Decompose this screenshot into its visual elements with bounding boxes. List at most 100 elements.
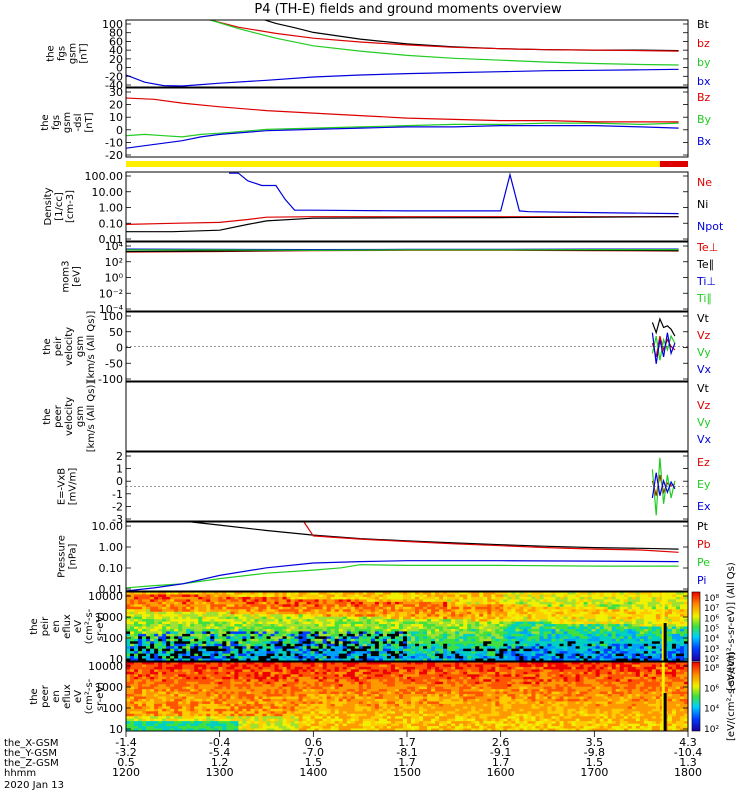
y-axis-label-line: peer <box>40 684 51 708</box>
colorbar-tick-label: 10⁸ <box>704 594 719 604</box>
series-pt-line <box>191 522 679 550</box>
y-tick-label: -20 <box>105 70 123 83</box>
y-tick-label: 10⁴ <box>105 240 124 253</box>
x-tick-label: 1.5 <box>586 756 604 769</box>
y-tick-label: 10.00 <box>92 186 124 199</box>
series-npot-line <box>229 172 679 215</box>
y-tick-label: 10 <box>109 111 123 124</box>
legend-ex: Ex <box>697 500 711 513</box>
y-tick-label: 100 <box>102 310 123 323</box>
x-tick-label: 0.5 <box>117 756 135 769</box>
x-row-label: hhmm <box>4 768 36 779</box>
y-tick-label: 0.01 <box>99 233 124 246</box>
series-ni-line <box>126 216 679 233</box>
y-tick-label: 1000 <box>95 611 123 624</box>
y-axis-label-line: (cm²-s- <box>84 608 95 644</box>
series-by-line <box>210 20 679 66</box>
x-tick-label: -7.0 <box>303 746 324 759</box>
y-axis-label-line: eV <box>73 620 84 633</box>
x-tick-label: 1500 <box>393 766 421 779</box>
x-tick-label: -1.4 <box>115 736 136 749</box>
legend-by: by <box>697 56 711 69</box>
y-axis-label-line: gsm <box>68 43 79 64</box>
y-axis-label-line: [km/s (All Qs)] <box>86 381 97 453</box>
y-axis-label-line: [eV] <box>72 266 83 287</box>
y-tick-label: 100.00 <box>85 170 124 183</box>
fill-gap-marker <box>663 623 667 661</box>
y-axis-label-line: Density <box>43 187 54 225</box>
x-tick-label: -8.1 <box>396 746 417 759</box>
y-tick-label: 20 <box>109 53 123 66</box>
x-tick-label: 1.3 <box>679 756 697 769</box>
colorbar-label: [eV/(cm²-s-sr-eV)] <box>726 652 737 741</box>
y-axis-label-line: the <box>29 618 40 634</box>
y-tick-label: 100 <box>102 18 123 31</box>
legend-vy: Vy <box>697 346 711 359</box>
panel-frame <box>125 171 689 242</box>
y-tick-label: -2 <box>112 500 123 513</box>
y-axis-label-line: -dsl <box>73 114 84 132</box>
x-tick-label: 4.3 <box>679 736 697 749</box>
y-axis-label-line: peir <box>53 336 64 356</box>
y-tick-label: 2 <box>116 450 123 463</box>
spectrogram-10 <box>126 662 688 731</box>
series-ey-line <box>651 457 676 516</box>
series-bz-line <box>207 20 679 52</box>
panel-frame <box>125 521 689 592</box>
legend-vx: Vx <box>697 433 712 446</box>
y-axis-label-line: velocity <box>64 327 75 366</box>
y-tick-label: 0 <box>116 342 123 355</box>
series-ex-line <box>651 472 676 499</box>
y-axis-label-line: the <box>40 114 51 130</box>
x-tick-label: 2.6 <box>492 736 510 749</box>
mode-bar-yellow <box>126 161 660 167</box>
y-axis-label-line: peer <box>53 404 64 428</box>
x-tick-label: -10.4 <box>674 746 702 759</box>
panel-10: 10⁸ 10⁶ 10⁴ 10² [eV/(cm²-s-sr-eV)] 10000 1000 1… <box>29 652 737 741</box>
series-pe-line <box>126 564 679 589</box>
panel-5: 100 50 0 -50 -100 the peir velocity gsm [km/s (Al… <box>42 310 712 386</box>
data-gap-stripe <box>661 662 665 731</box>
panel-7: 210-1-2-3 E=-VxB [mV/m] Ez Ey Ex <box>57 450 711 526</box>
panel-frame <box>125 241 689 312</box>
y-axis-label-line: [cm-3] <box>65 190 76 223</box>
y-axis-label-line: fgs <box>57 46 68 61</box>
x-tick-label: 3.5 <box>586 736 604 749</box>
data-gap-stripe <box>661 592 665 661</box>
series-ez-line <box>651 474 676 496</box>
y-axis-label-line: gsm <box>75 406 86 427</box>
legend-vx: Vx <box>697 363 712 376</box>
colorbar-tick-label: 10⁴ <box>704 635 719 645</box>
y-tick-label: -3 <box>112 513 123 526</box>
y-axis-label-line: [km/s (All Qs)] <box>86 311 97 383</box>
legend-ey: Ey <box>697 478 711 491</box>
y-tick-label: 1.00 <box>99 202 124 215</box>
y-axis-label-line: the <box>42 338 53 354</box>
series-vx-line <box>651 332 676 364</box>
y-tick-label: 10 <box>109 723 123 736</box>
y-axis-label-line: [nPa] <box>68 543 79 569</box>
x-tick-label: -3.2 <box>115 746 136 759</box>
colorbar-tick-label: 10² <box>704 655 719 665</box>
colorbar-tick-label: 10² <box>704 725 719 735</box>
y-tick-label: 10⁻² <box>99 287 123 300</box>
y-tick-label: 0.10 <box>99 217 124 230</box>
y-axis-label-line: [nT] <box>84 112 95 132</box>
panel-frame <box>125 451 689 522</box>
legend-bx: bx <box>697 75 711 88</box>
y-tick-label: -100 <box>98 373 123 386</box>
y-axis-label-line: gsm <box>75 336 86 357</box>
y-tick-label: 10⁰ <box>105 272 124 285</box>
x-row-label: the_Y-GSM <box>4 748 57 759</box>
legend-vz: Vz <box>697 399 711 412</box>
colorbar <box>691 661 701 732</box>
panel-8: 10.00 1.00 0.10 0.01 Pressure [nPa] Pt Pb Pe Pi <box>57 520 711 596</box>
y-axis-label-line: [mV/m] <box>68 468 79 506</box>
colorbar-tick-label: 10⁷ <box>704 604 719 614</box>
x-tick-label: 1200 <box>112 766 140 779</box>
x-row-label: the_X-GSM <box>4 738 58 749</box>
x-tick-label: 1400 <box>299 766 327 779</box>
